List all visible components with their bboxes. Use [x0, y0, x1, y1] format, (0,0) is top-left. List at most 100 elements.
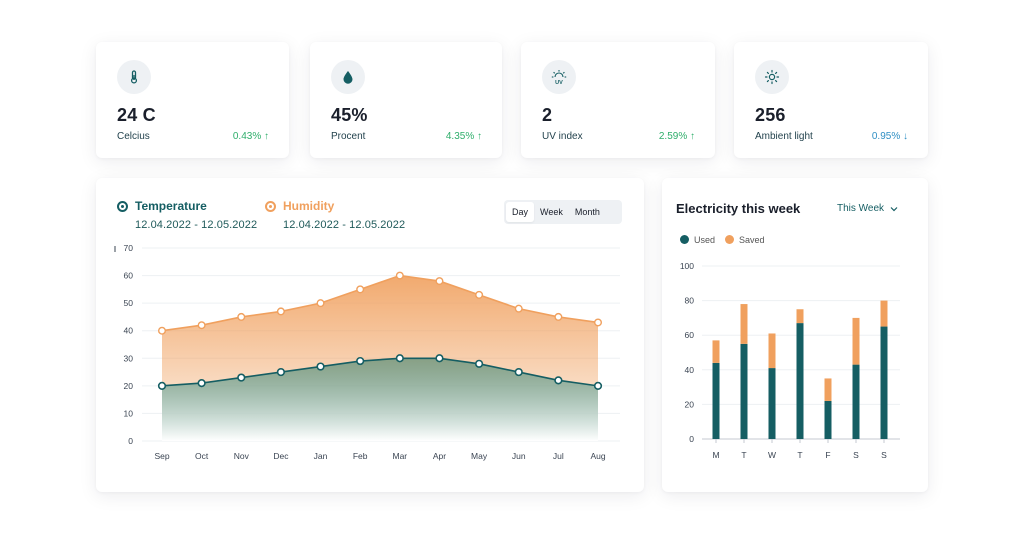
tab-month[interactable]: Month — [569, 202, 606, 222]
x-tick-label: May — [471, 451, 488, 461]
bar-saved — [880, 300, 888, 327]
stat-label: Procent — [331, 131, 366, 142]
temperature-point — [593, 381, 603, 390]
humidity-point — [554, 312, 563, 321]
y-tick-label: 0 — [128, 436, 133, 446]
temperature-point — [316, 362, 325, 371]
chevron-down-icon — [890, 206, 898, 211]
x-tick-label: T — [741, 450, 746, 460]
y-tick-label: 60 — [124, 271, 134, 281]
stat-card-temperature: 24 C Celcius 0.43% ↑ — [96, 42, 289, 158]
stat-value: 256 — [755, 105, 786, 125]
x-tick-label: Aug — [590, 451, 605, 461]
bar-used — [768, 368, 776, 439]
temperature-point — [276, 367, 286, 377]
temperature-point — [356, 356, 365, 366]
y-tick-label: 70 — [124, 243, 134, 253]
y-tick-label: 10 — [124, 408, 134, 418]
temperature-point — [197, 379, 206, 388]
temperature-humidity-chart-card: Temperature 12.04.2022 - 12.05.2022 Humi… — [96, 178, 644, 492]
svg-text:UV: UV — [555, 80, 563, 86]
bar-used — [880, 326, 888, 439]
area-chart: 0 10 20 30 40 50 60 70 Sep Oct Nov Dec Jan Feb Mar Apr M… — [114, 243, 620, 461]
bar-saved — [824, 378, 832, 401]
temperature-point — [157, 381, 167, 390]
period-dropdown[interactable]: This Week — [837, 203, 898, 214]
legend-temperature-label: Temperature — [135, 199, 207, 213]
humidity-point — [514, 304, 523, 313]
temperature-point — [514, 367, 523, 377]
tab-day[interactable]: Day — [506, 202, 535, 222]
x-tick-label: S — [853, 450, 859, 460]
humidity-point — [237, 312, 246, 321]
uv-sun-icon: UV — [542, 60, 576, 94]
legend-used-label: Used — [694, 235, 716, 245]
x-tick-label: W — [768, 450, 776, 460]
y-tick-label: 60 — [685, 330, 695, 340]
bar-used — [740, 343, 748, 439]
bar-used — [796, 323, 804, 439]
x-tick-label: T — [797, 450, 802, 460]
y-tick-label: 20 — [124, 381, 134, 391]
humidity-line — [161, 274, 599, 332]
bar-saved — [768, 333, 776, 369]
y-tick-label: 50 — [124, 298, 134, 308]
stat-change: 4.35% ↑ — [445, 131, 482, 142]
stat-change: 2.59% ↑ — [658, 131, 695, 142]
x-tick-label: Jul — [553, 451, 564, 461]
humidity-point — [395, 271, 404, 280]
humidity-point — [435, 277, 444, 286]
bar-chart: 0 20 40 60 80 100 M T W T F S S — [680, 261, 900, 460]
x-tick-label: Sep — [154, 451, 169, 461]
bar-saved — [852, 317, 860, 365]
legend-temperature[interactable]: Temperature 12.04.2022 - 12.05.2022 — [117, 199, 257, 231]
humidity-point — [158, 326, 167, 335]
x-tick-label: Oct — [195, 451, 209, 461]
electricity-card: Electricity this week This Week Used Sav… — [662, 178, 928, 492]
humidity-point — [197, 321, 206, 330]
legend-humidity[interactable]: Humidity 12.04.2022 - 12.05.2022 — [265, 199, 405, 231]
x-tick-label: F — [825, 450, 830, 460]
x-tick-label: M — [712, 450, 719, 460]
y-tick-label: 40 — [124, 326, 134, 336]
temperature-area — [162, 358, 598, 441]
period-dropdown-label: This Week — [837, 203, 885, 214]
temperature-point — [395, 354, 404, 363]
x-tick-label: Mar — [392, 451, 407, 461]
temperature-point — [554, 376, 563, 385]
x-tick-label: S — [881, 450, 887, 460]
temperature-point — [474, 359, 484, 368]
x-tick-label: Nov — [234, 451, 250, 461]
humidity-dot-icon — [265, 200, 276, 212]
y-tick-label: 30 — [124, 353, 134, 363]
x-tick-label: Dec — [273, 451, 289, 461]
temperature-point — [237, 373, 246, 382]
stat-value: 24 C — [117, 105, 156, 125]
y-tick-label: 0 — [689, 434, 694, 444]
stat-label: Ambient light — [755, 131, 813, 142]
legend-used[interactable]: Used — [680, 235, 715, 245]
y-tick-label: 80 — [685, 296, 695, 306]
stat-card-ambient-light: 256 Ambient light 0.95% ↓ — [734, 42, 928, 158]
bar-saved — [796, 309, 804, 324]
y-tick-label: 100 — [680, 261, 694, 271]
humidity-point — [276, 307, 285, 316]
tab-week[interactable]: Week — [534, 202, 569, 222]
legend-saved-label: Saved — [739, 235, 765, 245]
y-tick-label: 40 — [685, 365, 695, 375]
bar-used — [712, 362, 720, 439]
x-tick-label: Jun — [512, 451, 526, 461]
bar-used — [824, 400, 832, 439]
humidity-point — [316, 299, 325, 308]
stat-card-humidity: 45% Procent 4.35% ↑ — [310, 42, 502, 158]
stat-label: Celcius — [117, 131, 150, 142]
stat-value: 45% — [331, 105, 368, 125]
stat-label: UV index — [542, 131, 583, 142]
y-tick-label: 20 — [685, 399, 695, 409]
legend-saved[interactable]: Saved — [725, 235, 765, 245]
humidity-point — [594, 318, 603, 327]
temperature-dot-icon — [117, 200, 128, 212]
bar-used — [852, 364, 860, 439]
humidity-point — [356, 285, 365, 294]
x-tick-label: Jan — [314, 451, 328, 461]
